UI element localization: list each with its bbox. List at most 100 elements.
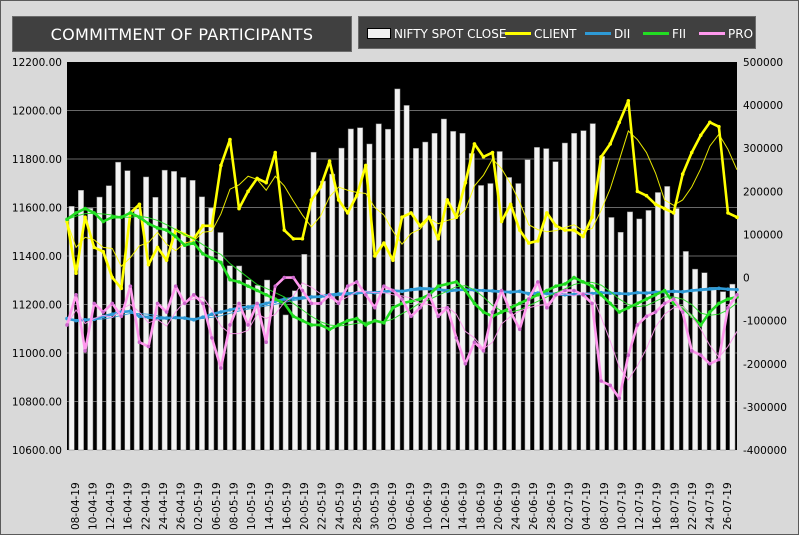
series-point [545, 211, 549, 215]
x-tick-label: 22-05-19 [317, 482, 329, 530]
nifty-bar [264, 279, 271, 451]
series-point [608, 383, 613, 388]
series-point [300, 236, 305, 241]
series-point [409, 287, 413, 292]
nifty-bar [96, 196, 103, 451]
nifty-bar [692, 268, 699, 451]
series-point [182, 316, 187, 320]
series-point [219, 366, 223, 370]
series-point [517, 327, 522, 332]
series-point [454, 215, 459, 219]
series-point [92, 301, 96, 306]
x-tick-label: 30-05-19 [370, 482, 382, 530]
x-tick-label: 10-05-19 [246, 482, 258, 530]
series-point [146, 315, 151, 320]
nifty-bar [329, 173, 336, 451]
series-point [74, 271, 78, 276]
nifty-bar [375, 123, 382, 451]
legend-line-swatch-icon [585, 32, 611, 35]
x-tick-label: 14-05-19 [264, 482, 276, 530]
series-point [336, 198, 341, 202]
series-point [590, 284, 594, 288]
series-point [246, 189, 250, 194]
series-point [626, 353, 631, 357]
series-lines [65, 99, 739, 401]
series-point [626, 292, 631, 296]
nifty-bar [654, 192, 661, 451]
x-tick-label: 06-05-19 [211, 482, 223, 530]
series-point [572, 288, 576, 293]
nifty-bar [226, 265, 233, 451]
series-point [463, 180, 468, 185]
series-point [635, 323, 640, 327]
series-point [318, 301, 323, 306]
series-point [671, 289, 676, 294]
series-point [708, 120, 712, 125]
series-point [590, 301, 594, 306]
nifty-bar [394, 88, 401, 451]
nifty-bar [403, 105, 410, 451]
x-tick-label: 10-07-19 [616, 482, 628, 530]
x-tick-label: 04-07-19 [581, 482, 593, 530]
series-point [662, 301, 667, 306]
series-point [481, 349, 486, 353]
nifty-bar [189, 180, 196, 451]
series-point [499, 310, 504, 314]
x-tick-label: 08-05-19 [229, 482, 241, 530]
chart-title: COMMITMENT OF PARTICIPANTS [50, 25, 314, 44]
series-point [219, 163, 223, 168]
series-point [354, 193, 359, 198]
series-point [255, 176, 259, 181]
series-point [300, 296, 305, 300]
series-point [536, 280, 540, 284]
series-point [264, 180, 268, 185]
series-point [164, 316, 169, 320]
series-point [499, 288, 504, 293]
legend-label-nifty: NIFTY SPOT CLOSE [394, 26, 507, 41]
x-tick-label: 10-04-19 [87, 482, 99, 530]
series-point [237, 301, 241, 306]
series-point [644, 297, 649, 301]
series-point [708, 286, 712, 291]
series-point [83, 215, 87, 219]
legend-label-client: CLIENT [534, 26, 577, 41]
series-point [418, 286, 422, 291]
x-tick-label: 02-05-19 [193, 482, 205, 530]
series-point [436, 314, 441, 319]
series-point [526, 297, 531, 301]
y-right-tick-label: 0 [743, 273, 750, 285]
nifty-bar [552, 161, 559, 451]
series-point [363, 163, 368, 168]
series-point [382, 241, 386, 245]
series-point [373, 318, 377, 323]
legend-item-client: CLIENT [505, 17, 577, 50]
series-point [354, 316, 359, 321]
series-point [92, 245, 96, 250]
series-point [617, 120, 622, 125]
x-tick-label: 14-06-19 [458, 482, 470, 530]
nifty-bar [273, 298, 280, 451]
nifty-bar [720, 291, 726, 451]
series-point [536, 293, 540, 297]
series-point [490, 289, 495, 293]
series-point [191, 318, 196, 322]
series-point [164, 228, 169, 232]
series-point [554, 293, 558, 297]
chart-title-box: COMMITMENT OF PARTICIPANTS [12, 16, 352, 52]
x-tick-label: 20-06-19 [493, 482, 505, 530]
series-point [454, 288, 459, 292]
series-point [671, 211, 676, 215]
series-point [246, 305, 250, 309]
nifty-bar [645, 210, 652, 451]
x-tick-label: 24-04-19 [158, 482, 170, 530]
series-point [626, 305, 631, 310]
series-point [173, 284, 178, 288]
series-point [373, 254, 377, 258]
series-point [463, 361, 468, 366]
series-point [210, 224, 214, 228]
series-point [291, 275, 296, 280]
y-right-tick-label: -200000 [743, 359, 787, 371]
series-point [599, 293, 603, 297]
series-point [273, 284, 278, 288]
series-point [173, 315, 178, 320]
